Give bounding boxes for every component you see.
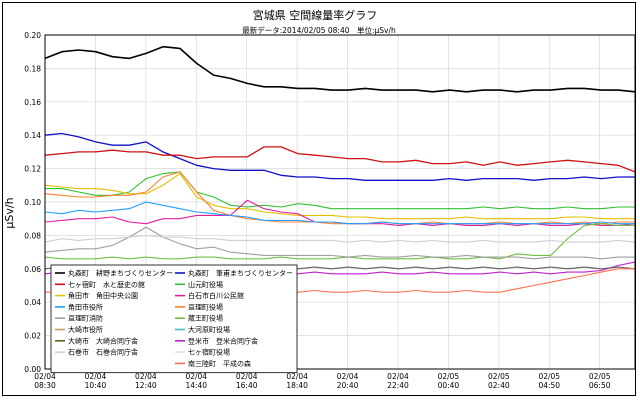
radiation-line-chart: 宮城県 空間線量率グラフ 最新データ:2014/02/05 08:40 単位:μ… [3, 8, 636, 390]
y-tick-label: 0.00 [24, 365, 41, 374]
x-tick-date: 02/05 [589, 372, 611, 381]
series-line [44, 173, 635, 220]
chart-title: 宮城県 空間線量率グラフ [253, 8, 378, 22]
legend-label: 大河原町役場 [188, 325, 230, 334]
x-tick-date: 02/05 [438, 372, 460, 381]
y-tick-label: 0.14 [24, 131, 41, 140]
series-line [44, 234, 636, 243]
series-line [44, 201, 635, 225]
y-tick-label: 0.20 [24, 31, 41, 40]
series-line [45, 171, 635, 210]
x-tick-time: 22:40 [387, 381, 409, 390]
y-tick-label: 0.08 [24, 231, 41, 240]
x-tick-time: 14:40 [185, 381, 207, 390]
series-line [44, 226, 635, 260]
legend-label: 七ヶ宿町 水と歴史の館 [68, 280, 145, 289]
legend-label: 大崎市役所 [68, 325, 103, 334]
legend-label: 石巻市 石巻合同庁舎 [68, 348, 138, 357]
x-tick-date: 02/05 [538, 372, 560, 381]
x-tick-date: 02/05 [488, 372, 510, 381]
x-tick-time: 08:30 [34, 381, 56, 390]
legend-label: 丸森町 耕野まちづくりセンター [68, 269, 173, 278]
y-axis-label: μSv/h [3, 197, 16, 228]
x-tick-date: 02/04 [387, 372, 409, 381]
legend-label: 七ヶ宿町役場 [188, 348, 230, 357]
x-tick-date: 02/04 [236, 372, 258, 381]
legend-box [50, 264, 298, 374]
x-tick-date: 02/04 [135, 372, 157, 381]
series-lines [44, 45, 636, 293]
x-tick-time: 00:40 [438, 381, 460, 390]
chart-frame: 宮城県 空間線量率グラフ 最新データ:2014/02/05 08:40 単位:μ… [2, 2, 636, 396]
x-tick-time: 10:40 [85, 381, 107, 390]
legend-label: 白石市白川公民館 [188, 291, 244, 300]
legend-label: 大崎市 大崎合同庁舎 [68, 336, 138, 345]
x-tick-time: 04:50 [538, 381, 560, 390]
x-tick-time: 06:50 [589, 381, 611, 390]
y-tick-label: 0.04 [24, 298, 41, 307]
legend-label: 丸森町 筆甫まちづくりセンター [188, 269, 293, 278]
legend-label: 蔵王町役場 [188, 314, 223, 323]
legend-label: 南三陸町 平成の森 [188, 359, 251, 368]
legend-label: 角田市役所 [68, 302, 103, 311]
y-tick-labels: 0.00 0.02 0.04 0.06 0.08 0.10 0.12 0.14 0.16 0.18… [24, 31, 41, 374]
legend-label: 登米市 登米合同庁舎 [188, 336, 258, 345]
x-tick-date: 02/04 [34, 372, 56, 381]
legend-label: 亘理町消防 [68, 314, 103, 323]
y-tick-label: 0.18 [24, 64, 41, 73]
y-tick-label: 0.02 [24, 332, 41, 341]
x-tick-labels: 02/0408:3002/0410:4002/0412:4002/0414:40… [34, 372, 611, 390]
x-tick-time: 20:40 [337, 381, 359, 390]
legend-label: 角田市 角田中央公園 [68, 291, 138, 300]
y-tick-label: 0.12 [24, 165, 41, 174]
chart-subtitle: 最新データ:2014/02/05 08:40 単位:μSv/h [242, 25, 396, 35]
x-tick-time: 02:40 [488, 381, 510, 390]
plot-area-border [44, 34, 636, 370]
legend-label: 山元町役場 [188, 280, 223, 289]
x-tick-date: 02/04 [85, 372, 107, 381]
x-tick-date: 02/04 [185, 372, 207, 381]
legend-label: 亘理町役場 [188, 302, 223, 311]
x-tick-time: 12:40 [135, 381, 157, 390]
series-line [44, 199, 636, 226]
series-line [44, 45, 636, 93]
series-line [44, 146, 636, 173]
x-tick-time: 16:40 [236, 381, 258, 390]
y-tick-label: 0.10 [24, 198, 41, 207]
x-tick-time: 18:40 [286, 381, 308, 390]
x-tick-date: 02/04 [337, 372, 359, 381]
x-tick-date: 02/04 [286, 372, 308, 381]
series-line [44, 132, 635, 181]
y-tick-label: 0.06 [24, 265, 41, 274]
y-tick-label: 0.16 [24, 98, 41, 107]
series-line [44, 223, 635, 260]
